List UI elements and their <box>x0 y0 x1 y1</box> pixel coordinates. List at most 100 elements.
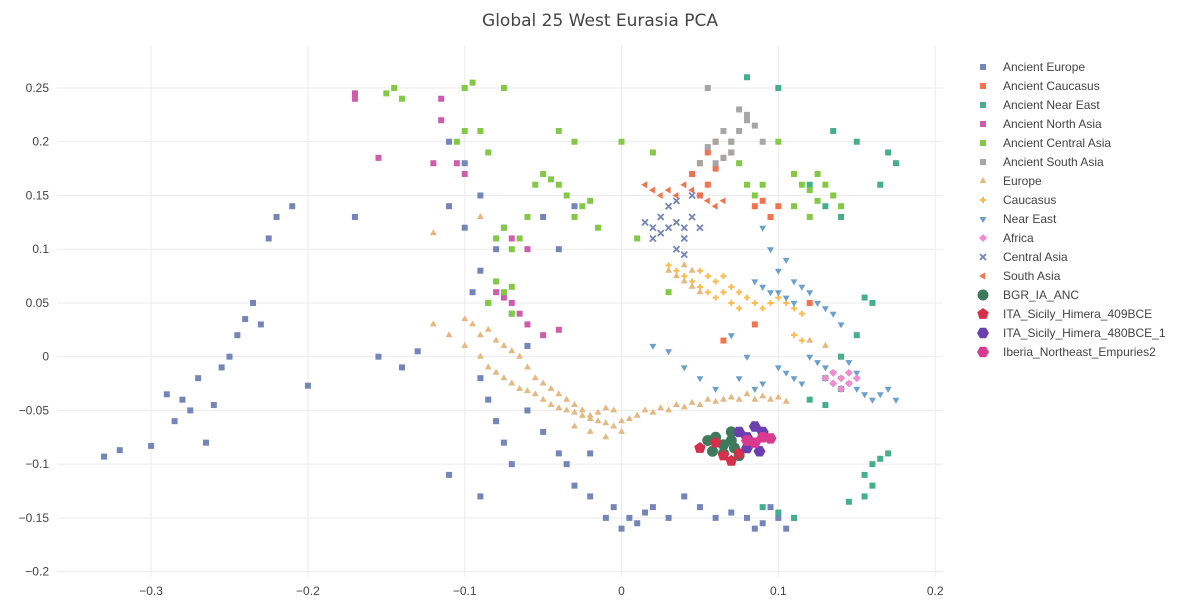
data-point <box>492 336 500 343</box>
chart-title: Global 25 West Eurasia PCA <box>482 11 718 31</box>
y-tick-label: −0.15 <box>19 511 50 525</box>
data-point <box>555 390 563 397</box>
data-point <box>751 299 758 306</box>
legend-item[interactable]: Africa <box>979 231 1034 245</box>
data-point <box>461 315 469 322</box>
data-point <box>547 176 554 183</box>
data-point <box>500 341 508 348</box>
data-point <box>696 504 703 511</box>
legend-label: Ancient Central Asia <box>1003 136 1111 150</box>
data-point <box>837 384 846 393</box>
data-point <box>798 337 805 344</box>
legend-item[interactable]: BGR_IA_ANC <box>977 288 1080 302</box>
data-point <box>476 331 484 338</box>
x-axis-ticks: −0.3 −0.2 −0.1 0 0.1 0.2 <box>139 584 944 598</box>
legend-item[interactable]: Near East <box>979 212 1058 226</box>
data-point <box>743 514 750 521</box>
legend-marker <box>979 253 987 261</box>
data-point <box>610 406 618 413</box>
data-point <box>720 395 727 402</box>
y-axis-ticks: −0.2 −0.15 −0.1 −0.05 0 0.05 0.1 0.15 0.2 0.25 <box>19 81 50 579</box>
data-point <box>720 154 727 161</box>
data-point <box>861 294 868 301</box>
data-point <box>586 411 594 418</box>
data-point <box>398 364 405 371</box>
legend-label: Europe <box>1003 174 1042 188</box>
y-tick-label: 0 <box>42 350 49 364</box>
data-point <box>830 127 837 134</box>
data-point <box>706 445 718 457</box>
data-point <box>775 138 782 145</box>
data-point <box>736 160 743 167</box>
data-point <box>210 402 217 409</box>
data-point <box>743 294 750 301</box>
legend-label: Caucasus <box>1003 193 1056 207</box>
legend-item[interactable]: ITA_Sicily_Himera_409BCE <box>977 307 1152 321</box>
data-point <box>806 396 813 403</box>
data-point <box>492 368 500 375</box>
legend-item[interactable]: Caucasus <box>980 193 1056 207</box>
data-point <box>695 192 702 199</box>
data-point <box>641 218 649 226</box>
data-point <box>759 181 766 188</box>
data-point <box>720 127 727 134</box>
data-point <box>782 295 790 302</box>
data-point <box>725 426 737 438</box>
data-point <box>602 514 609 521</box>
legend-item[interactable]: South Asia <box>979 269 1061 283</box>
data-point <box>469 79 476 86</box>
legend-label: Iberia_Northeast_Empuries2 <box>1003 345 1156 359</box>
data-point <box>477 127 484 134</box>
legend-item[interactable]: Ancient North Asia <box>980 117 1102 131</box>
data-point <box>853 138 860 145</box>
data-point <box>571 482 578 489</box>
legend[interactable]: Ancient Europe Ancient Caucasus Ancient Ne… <box>977 60 1166 359</box>
data-point <box>446 471 453 478</box>
data-point <box>187 407 194 414</box>
data-point <box>733 426 746 438</box>
data-point <box>680 261 688 268</box>
data-point <box>446 138 453 145</box>
legend-marker <box>979 234 987 242</box>
data-point <box>453 138 460 145</box>
data-point <box>555 246 562 253</box>
legend-item[interactable]: Central Asia <box>979 250 1068 264</box>
data-point <box>391 84 398 91</box>
data-point <box>634 520 641 527</box>
legend-item[interactable]: Ancient Central Asia <box>980 136 1111 150</box>
data-point <box>657 404 665 411</box>
data-point <box>885 149 892 156</box>
data-point <box>555 181 562 188</box>
legend-item[interactable]: Ancient Near East <box>980 98 1100 112</box>
data-point <box>571 203 578 210</box>
legend-item[interactable]: Europe <box>979 174 1043 188</box>
data-point <box>540 213 547 220</box>
data-point <box>680 181 687 189</box>
legend-item[interactable]: Ancient Europe <box>980 60 1085 74</box>
data-point <box>586 415 594 421</box>
data-point <box>649 149 656 156</box>
series-15 <box>741 432 777 448</box>
data-point <box>694 442 706 453</box>
data-point <box>531 374 539 381</box>
data-point <box>759 138 766 145</box>
data-point <box>720 273 727 280</box>
data-point <box>485 299 492 306</box>
legend-item[interactable]: Iberia_Northeast_Empuries2 <box>977 345 1156 359</box>
legend-item[interactable]: Ancient South Asia <box>980 155 1104 169</box>
legend-item[interactable]: ITA_Sicily_Himera_480BCE_1 <box>977 326 1166 340</box>
data-point <box>712 294 719 301</box>
data-point <box>524 321 531 328</box>
data-point <box>641 181 648 189</box>
data-point <box>101 453 108 460</box>
data-point <box>485 149 492 156</box>
legend-item[interactable]: Ancient Caucasus <box>980 79 1100 93</box>
data-point <box>477 192 484 199</box>
x-tick-label: 0.1 <box>770 584 787 598</box>
data-point <box>719 197 726 205</box>
data-point <box>775 514 782 521</box>
data-point <box>743 117 750 124</box>
data-point <box>767 395 774 402</box>
data-point <box>493 246 500 253</box>
